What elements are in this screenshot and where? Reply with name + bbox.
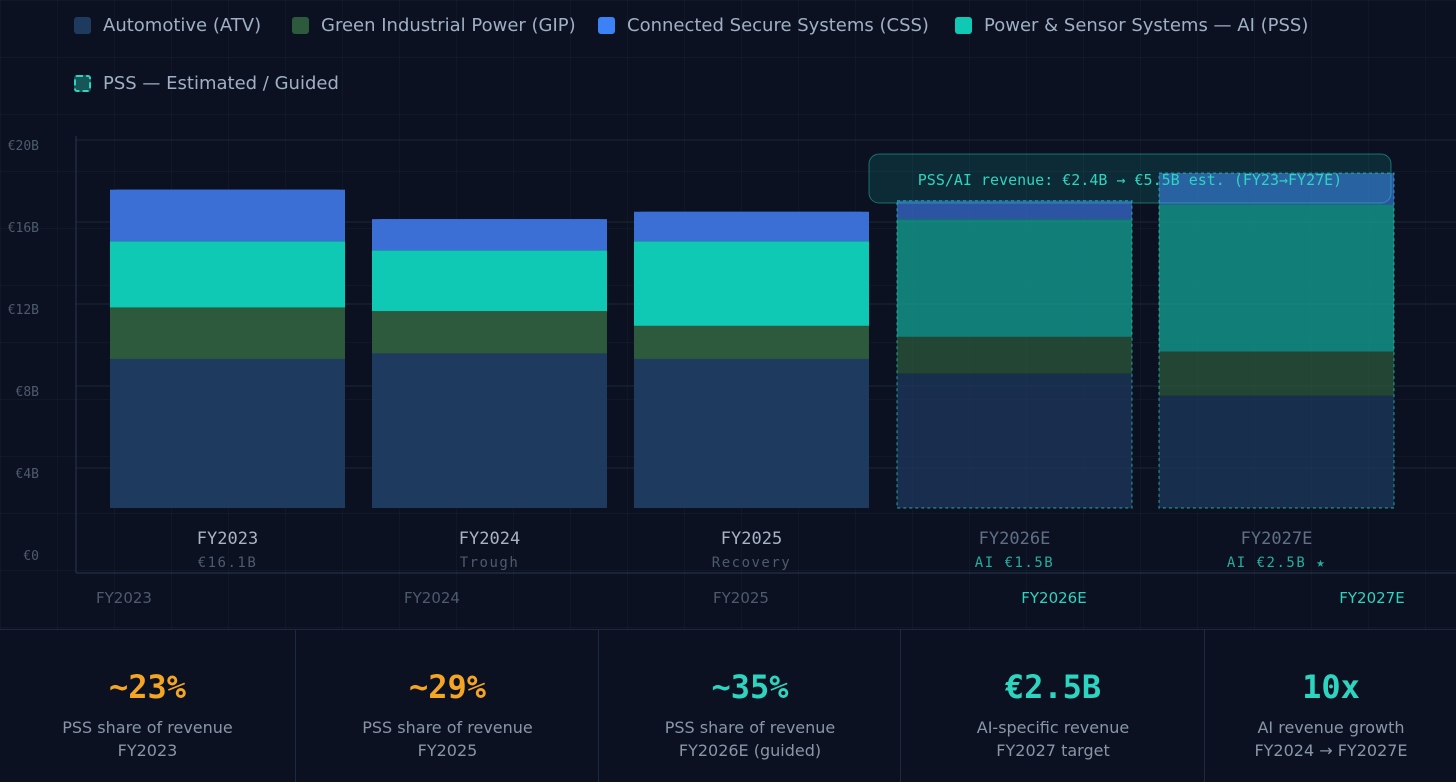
- estimated-bar-outline: [1158, 172, 1395, 509]
- bar-stack-fy2026e: [897, 200, 1132, 508]
- stat-card-pss-share-fy2025: ~29% PSS share of revenue FY2025: [295, 630, 599, 782]
- stat-value: ~23%: [108, 668, 187, 706]
- bar-segment-atv-fy2026e: [897, 373, 1132, 508]
- stat-label: AI-specific revenue: [976, 718, 1130, 737]
- x-axis-label: FY2023: [96, 589, 152, 607]
- bar-segment-pss-fy2026e: [897, 219, 1132, 337]
- bar-segment-pss-fy2025: [634, 241, 869, 326]
- stat-value: ~35%: [711, 668, 789, 706]
- stat-card-ai-revenue-target: €2.5B AI-specific revenue FY2027 target: [900, 630, 1205, 782]
- bar-segment-gip-fy2027e: [1159, 351, 1394, 396]
- stat-card-pss-share-fy2023: ~23% PSS share of revenue FY2023: [0, 630, 295, 782]
- bar-stack-fy2025: [634, 211, 869, 508]
- bar-segment-atv-fy2024: [372, 353, 607, 508]
- legend-swatch-pss: [955, 17, 972, 34]
- bar-segment-css-fy2026e: [897, 200, 1132, 220]
- legend-label-pss-estimated: PSS — Estimated / Guided: [103, 73, 339, 94]
- bar-category-label: FY2023: [197, 529, 258, 549]
- stat-card-pss-share-fy2026e: ~35% PSS share of revenue FY2026E (guide…: [598, 630, 901, 782]
- bar-segment-atv-fy2027e: [1159, 395, 1394, 508]
- bar-stack-fy2024: [372, 219, 607, 508]
- bar-segment-atv-fy2023: [110, 358, 345, 508]
- stat-sublabel: FY2025: [417, 741, 478, 760]
- bar-segment-gip-fy2024: [372, 311, 607, 354]
- bar-category-label: FY2027E: [1241, 529, 1313, 549]
- bar-sublabel: AI €2.5B ★: [1227, 555, 1326, 571]
- bar-segment-gip-fy2023: [110, 307, 345, 359]
- bar-segment-css-fy2025: [634, 211, 869, 242]
- bar-sublabel: €16.1B: [198, 555, 258, 571]
- legend-label-css: Connected Secure Systems (CSS): [627, 15, 929, 36]
- stat-card-ai-revenue-growth: 10x AI revenue growth FY2024 → FY2027E: [1204, 630, 1456, 782]
- bar-sublabel: Trough: [460, 555, 520, 571]
- x-axis-label: FY2024: [404, 589, 460, 607]
- stat-sublabel: FY2024 → FY2027E: [1254, 741, 1408, 760]
- stat-label: AI revenue growth: [1257, 718, 1405, 737]
- legend-swatch-atv: [74, 17, 91, 34]
- bar-stack-fy2023: [110, 189, 345, 508]
- bar-sublabel: Recovery: [712, 555, 791, 571]
- stat-sublabel: FY2026E (guided): [678, 741, 822, 760]
- annotation-text: PSS/AI revenue: €2.4B → €5.5B est. (FY23…: [918, 171, 1342, 189]
- legend-swatch-css: [598, 17, 615, 34]
- bar-segment-css-fy2024: [372, 219, 607, 251]
- legend-item-pss-estimated: PSS — Estimated / Guided: [74, 73, 339, 94]
- stat-value: ~29%: [408, 668, 487, 706]
- y-tick-label: €8B: [16, 385, 40, 400]
- bar-segment-gip-fy2026e: [897, 336, 1132, 374]
- revenue-stacked-bar-chart: €0 €4B €8B €12B €16B €20B FY2023 €16.1B FY2024 Tr…: [8, 136, 1456, 607]
- legend-item-gip: Green Industrial Power (GIP): [292, 15, 576, 36]
- bar-segment-css-fy2023: [110, 189, 345, 242]
- bar-segment-pss-fy2023: [110, 241, 345, 308]
- legend-label-pss: Power & Sensor Systems — AI (PSS): [984, 15, 1309, 36]
- bar-segment-pss-fy2027e: [1159, 204, 1394, 352]
- y-tick-label: €20B: [8, 139, 39, 154]
- stat-sublabel: FY2027 target: [996, 741, 1110, 760]
- stat-value: 10x: [1302, 668, 1360, 706]
- bar-sublabel: AI €1.5B: [975, 555, 1054, 571]
- legend-swatch-gip: [292, 17, 309, 34]
- bar-stack-fy2027e: [1159, 173, 1394, 508]
- stats-panel: ~23% PSS share of revenue FY2023 ~29% PS…: [0, 629, 1456, 782]
- legend-item-pss: Power & Sensor Systems — AI (PSS): [955, 15, 1308, 36]
- estimated-bar-outline: [896, 200, 1133, 509]
- bar-category-label: FY2025: [721, 529, 782, 549]
- stat-sublabel: FY2023: [117, 741, 178, 760]
- y-tick-label: €16B: [8, 221, 39, 236]
- x-axis-label: FY2026E: [1021, 589, 1086, 607]
- stat-label: PSS share of revenue: [664, 718, 836, 737]
- legend-item-atv: Automotive (ATV): [74, 15, 261, 36]
- bar-segment-atv-fy2025: [634, 358, 869, 508]
- legend-label-gip: Green Industrial Power (GIP): [321, 15, 576, 36]
- stat-label: PSS share of revenue: [362, 718, 533, 737]
- annotation-box: [868, 153, 1392, 204]
- bar-category-label: FY2026E: [979, 529, 1051, 549]
- bar-segment-css-fy2027e: [1159, 173, 1394, 205]
- legend-label-atv: Automotive (ATV): [103, 15, 262, 36]
- y-tick-label: €12B: [8, 303, 39, 318]
- y-tick-label: €0: [23, 549, 39, 564]
- x-axis-label: FY2027E: [1339, 589, 1404, 607]
- legend-item-css: Connected Secure Systems (CSS): [598, 15, 929, 36]
- stat-value: €2.5B: [1004, 668, 1102, 706]
- x-axis-label: FY2025: [713, 589, 769, 607]
- bar-segment-pss-fy2024: [372, 250, 607, 312]
- bar-segment-gip-fy2025: [634, 325, 869, 359]
- stat-label: PSS share of revenue: [62, 718, 233, 737]
- y-tick-label: €4B: [16, 467, 40, 482]
- legend-swatch-pss-estimated: [74, 75, 91, 92]
- bar-category-label: FY2024: [459, 529, 520, 549]
